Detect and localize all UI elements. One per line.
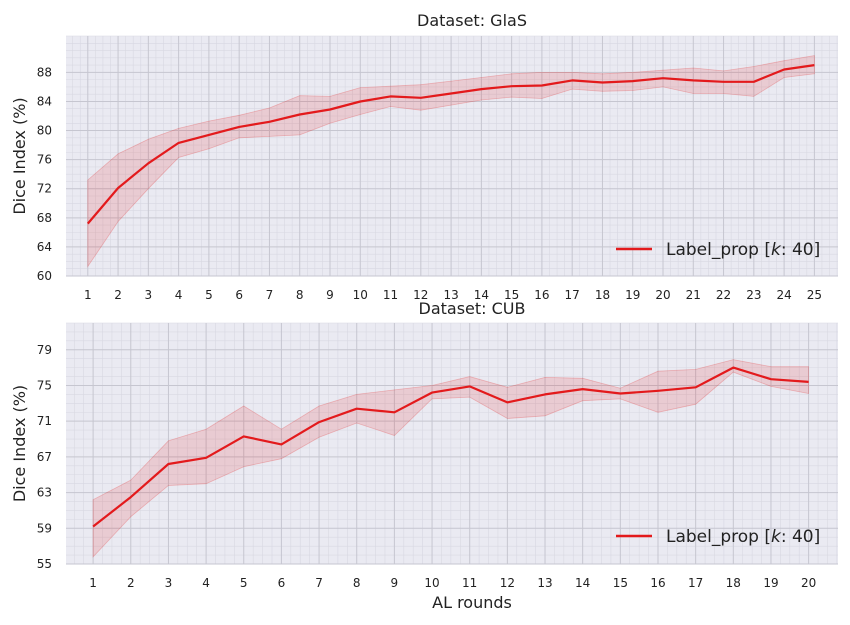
x-tick-label: 3 <box>145 288 153 302</box>
x-tick-label: 7 <box>266 288 274 302</box>
x-tick-label: 1 <box>84 288 92 302</box>
x-tick-label: 14 <box>575 576 590 590</box>
y-tick-label: 80 <box>37 124 52 138</box>
x-tick-label: 21 <box>686 288 701 302</box>
x-tick-label: 4 <box>202 576 210 590</box>
x-tick-label: 1 <box>89 576 97 590</box>
x-tick-labels: 1 2 3 4 5 6 7 8 9 10 11 12 13 14 15 16 17 18 19 20 21 22 23 24 2… <box>84 288 822 302</box>
x-tick-label: 16 <box>650 576 665 590</box>
x-tick-label: 14 <box>474 288 489 302</box>
y-axis-label: Dice Index (%) <box>10 385 29 502</box>
x-tick-label: 10 <box>424 576 439 590</box>
x-axis-label: AL rounds <box>432 593 512 612</box>
x-tick-label: 13 <box>537 576 552 590</box>
y-tick-label: 63 <box>37 486 52 500</box>
x-tick-label: 17 <box>565 288 580 302</box>
chart-title: Dataset: GlaS <box>417 11 527 30</box>
series-line <box>92 366 809 528</box>
x-tick-label: 10 <box>353 288 368 302</box>
confidence-band <box>92 359 809 558</box>
x-tick-label: 18 <box>726 576 741 590</box>
y-tick-label: 59 <box>37 521 52 535</box>
plot-background <box>66 323 838 564</box>
plot-background <box>66 36 838 276</box>
x-tick-label: 25 <box>807 288 822 302</box>
x-tick-label: 24 <box>776 288 791 302</box>
x-tick-label: 19 <box>763 576 778 590</box>
x-tick-label: 16 <box>534 288 549 302</box>
x-tick-label: 13 <box>443 288 458 302</box>
y-tick-labels: 55 59 63 67 71 75 79 <box>37 343 52 571</box>
x-tick-label: 2 <box>114 288 122 302</box>
x-tick-labels: 1 2 3 4 5 6 7 8 9 10 11 12 13 14 15 16 17 18 19 20 <box>89 576 816 590</box>
y-tick-label: 84 <box>37 94 52 108</box>
y-tick-label: 60 <box>37 269 52 283</box>
x-tick-label: 17 <box>688 576 703 590</box>
x-tick-label: 8 <box>296 288 304 302</box>
x-tick-label: 8 <box>353 576 361 590</box>
chart-title: Dataset: CUB <box>419 299 526 318</box>
x-tick-label: 9 <box>391 576 399 590</box>
legend-label: Label_prop [k: 40] <box>666 527 820 547</box>
y-tick-label: 71 <box>37 414 52 428</box>
x-tick-label: 11 <box>462 576 477 590</box>
confidence-band <box>87 55 815 268</box>
x-tick-label: 18 <box>595 288 610 302</box>
x-tick-label: 7 <box>315 576 323 590</box>
x-tick-label: 11 <box>383 288 398 302</box>
y-tick-label: 55 <box>37 557 52 571</box>
x-tick-label: 5 <box>240 576 248 590</box>
x-tick-label: 2 <box>127 576 135 590</box>
y-tick-label: 67 <box>37 450 52 464</box>
x-tick-label: 6 <box>278 576 286 590</box>
legend-label: Label_prop [k: 40] <box>666 240 820 260</box>
y-tick-label: 79 <box>37 343 52 357</box>
x-tick-label: 19 <box>625 288 640 302</box>
x-tick-label: 6 <box>235 288 243 302</box>
y-axis-label: Dice Index (%) <box>10 97 29 214</box>
y-tick-labels: 60 64 68 72 76 80 84 88 <box>37 65 52 283</box>
x-tick-label: 22 <box>716 288 731 302</box>
y-tick-label: 72 <box>37 182 52 196</box>
legend: Label_prop [k: 40] <box>616 240 820 260</box>
x-tick-label: 15 <box>613 576 628 590</box>
x-tick-label: 20 <box>801 576 816 590</box>
series-line <box>86 64 815 225</box>
x-tick-label: 12 <box>413 288 428 302</box>
x-tick-label: 20 <box>655 288 670 302</box>
grid-lines <box>66 35 838 277</box>
legend: Label_prop [k: 40] <box>616 527 820 547</box>
x-tick-label: 3 <box>165 576 173 590</box>
y-tick-label: 75 <box>37 378 52 392</box>
grid-lines <box>66 322 838 565</box>
y-tick-label: 88 <box>37 65 52 79</box>
x-tick-label: 23 <box>746 288 761 302</box>
x-tick-label: 5 <box>205 288 213 302</box>
x-tick-label: 15 <box>504 288 519 302</box>
y-tick-label: 64 <box>37 240 52 254</box>
y-tick-label: 68 <box>37 211 52 225</box>
y-tick-label: 76 <box>37 153 52 167</box>
x-tick-label: 4 <box>175 288 183 302</box>
x-tick-label: 9 <box>326 288 334 302</box>
x-tick-label: 12 <box>500 576 515 590</box>
